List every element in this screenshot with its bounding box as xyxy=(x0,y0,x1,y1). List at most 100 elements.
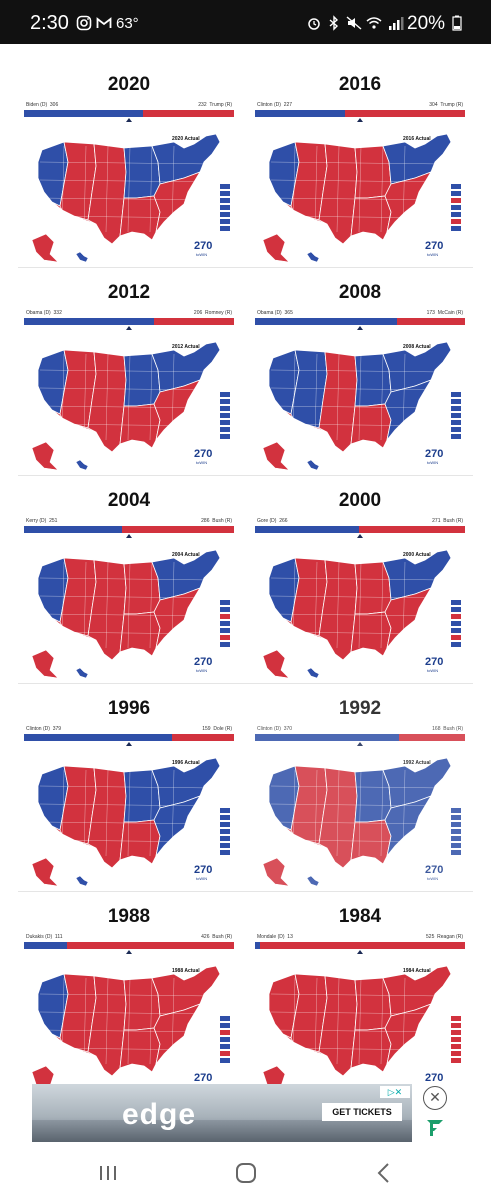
small-state-box[interactable] xyxy=(451,614,461,619)
small-state-box[interactable] xyxy=(220,1016,230,1021)
small-state-box[interactable] xyxy=(220,815,230,820)
us-map[interactable] xyxy=(255,122,465,277)
small-state-box[interactable] xyxy=(451,1016,461,1021)
small-state-box[interactable] xyxy=(451,1044,461,1049)
small-state-box[interactable] xyxy=(451,836,461,841)
election-map-1996[interactable]: 1996 Clinton (D) 379 159 Dole (R) 1996 A… xyxy=(24,698,234,908)
election-map-2020[interactable]: 2020 Biden (D) 306 232 Trump (R) 2020 Ac… xyxy=(24,74,234,284)
small-state-box[interactable] xyxy=(220,198,230,203)
small-state-box[interactable] xyxy=(220,226,230,231)
small-state-box[interactable] xyxy=(220,184,230,189)
small-state-box[interactable] xyxy=(451,1051,461,1056)
small-state-box[interactable] xyxy=(451,434,461,439)
election-map-1992[interactable]: 1992 Clinton (D) 370 168 Bush (R) 1992 A… xyxy=(255,698,465,908)
map-region-alaska[interactable] xyxy=(31,649,59,679)
get-tickets-button[interactable]: GET TICKETS xyxy=(322,1103,402,1121)
small-state-box[interactable] xyxy=(220,434,230,439)
map-region-southeast[interactable] xyxy=(384,171,432,233)
small-state-box[interactable] xyxy=(451,226,461,231)
small-state-box[interactable] xyxy=(451,420,461,425)
map-region-alaska[interactable] xyxy=(262,233,290,263)
small-state-box[interactable] xyxy=(451,829,461,834)
map-region-southeast[interactable] xyxy=(384,795,432,857)
election-map-2008[interactable]: 2008 Obama (D) 365 173 McCain (R) 2008 A… xyxy=(255,282,465,492)
small-state-box[interactable] xyxy=(220,1023,230,1028)
small-state-box[interactable] xyxy=(451,642,461,647)
election-map-2016[interactable]: 2016 Clinton (D) 227 304 Trump (R) 2016 … xyxy=(255,74,465,284)
small-state-box[interactable] xyxy=(220,1030,230,1035)
small-state-box[interactable] xyxy=(451,427,461,432)
election-map-1984[interactable]: 1984 Mondale (D) 13 525 Reagan (R) 1984 … xyxy=(255,906,465,1084)
small-state-box[interactable] xyxy=(451,219,461,224)
map-region-south[interactable] xyxy=(350,1027,392,1073)
adchoices-icon[interactable]: ▷✕ xyxy=(380,1086,410,1098)
small-state-box[interactable] xyxy=(451,621,461,626)
small-state-box[interactable] xyxy=(220,614,230,619)
small-state-box[interactable] xyxy=(451,1030,461,1035)
map-region-hawaii[interactable] xyxy=(306,251,320,263)
small-state-box[interactable] xyxy=(451,1058,461,1063)
small-state-box[interactable] xyxy=(451,808,461,813)
map-region-south[interactable] xyxy=(350,403,392,449)
map-region-south[interactable] xyxy=(350,819,392,865)
map-region-south[interactable] xyxy=(119,611,161,657)
small-state-box[interactable] xyxy=(451,191,461,196)
ad-close-icon[interactable]: ✕ xyxy=(423,1086,447,1110)
small-state-box[interactable] xyxy=(220,628,230,633)
small-state-box[interactable] xyxy=(220,392,230,397)
us-map[interactable] xyxy=(24,746,234,901)
small-state-box[interactable] xyxy=(451,212,461,217)
us-map[interactable] xyxy=(24,538,234,693)
election-map-2004[interactable]: 2004 Kerry (D) 251 286 Bush (R) 2004 Act… xyxy=(24,490,234,700)
map-region-southeast[interactable] xyxy=(153,171,201,233)
small-state-box[interactable] xyxy=(220,850,230,855)
small-state-box[interactable] xyxy=(451,628,461,633)
us-map[interactable] xyxy=(24,122,234,277)
small-state-box[interactable] xyxy=(451,399,461,404)
small-state-box[interactable] xyxy=(220,843,230,848)
map-region-south[interactable] xyxy=(119,819,161,865)
small-state-box[interactable] xyxy=(220,836,230,841)
us-map[interactable] xyxy=(255,954,465,1084)
small-state-box[interactable] xyxy=(451,607,461,612)
small-state-box[interactable] xyxy=(451,413,461,418)
election-map-1988[interactable]: 1988 Dukakis (D) 111 426 Bush (R) 1988 A… xyxy=(24,906,234,1084)
us-map[interactable] xyxy=(255,746,465,901)
map-region-south[interactable] xyxy=(119,1027,161,1073)
small-state-box[interactable] xyxy=(451,1037,461,1042)
map-region-alaska[interactable] xyxy=(262,857,290,887)
map-region-southeast[interactable] xyxy=(384,587,432,649)
small-state-box[interactable] xyxy=(220,427,230,432)
small-state-box[interactable] xyxy=(451,184,461,189)
small-state-box[interactable] xyxy=(451,392,461,397)
map-region-southeast[interactable] xyxy=(153,587,201,649)
small-state-box[interactable] xyxy=(220,399,230,404)
home-icon[interactable] xyxy=(226,1158,266,1188)
small-state-box[interactable] xyxy=(220,420,230,425)
small-state-box[interactable] xyxy=(220,219,230,224)
map-region-southeast[interactable] xyxy=(153,379,201,441)
small-state-box[interactable] xyxy=(220,413,230,418)
map-region-hawaii[interactable] xyxy=(306,667,320,679)
small-state-box[interactable] xyxy=(451,822,461,827)
small-state-box[interactable] xyxy=(451,815,461,820)
small-state-box[interactable] xyxy=(451,635,461,640)
small-state-box[interactable] xyxy=(451,205,461,210)
map-region-southeast[interactable] xyxy=(384,1003,432,1065)
map-region-south[interactable] xyxy=(350,611,392,657)
map-region-south[interactable] xyxy=(350,195,392,241)
small-state-box[interactable] xyxy=(220,212,230,217)
map-region-hawaii[interactable] xyxy=(306,459,320,471)
us-map[interactable] xyxy=(255,538,465,693)
small-state-box[interactable] xyxy=(220,829,230,834)
small-state-box[interactable] xyxy=(220,1058,230,1063)
recent-apps-icon[interactable] xyxy=(88,1158,128,1188)
map-region-alaska[interactable] xyxy=(31,857,59,887)
small-state-box[interactable] xyxy=(451,1023,461,1028)
map-region-alaska[interactable] xyxy=(31,441,59,471)
election-map-2012[interactable]: 2012 Obama (D) 332 206 Romney (R) 2012 A… xyxy=(24,282,234,492)
small-state-box[interactable] xyxy=(220,808,230,813)
map-region-alaska[interactable] xyxy=(262,441,290,471)
map-region-hawaii[interactable] xyxy=(75,251,89,263)
map-region-southeast[interactable] xyxy=(153,795,201,857)
